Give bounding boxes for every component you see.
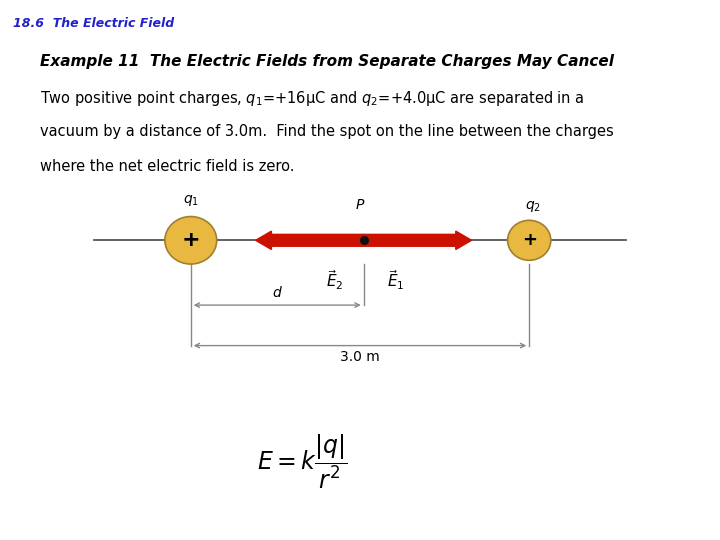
Text: Example 11  The Electric Fields from Separate Charges May Cancel: Example 11 The Electric Fields from Sepa… [40, 54, 613, 69]
Text: 3.0 m: 3.0 m [340, 350, 380, 364]
Text: +: + [181, 230, 200, 251]
FancyArrow shape [364, 231, 472, 249]
Text: $E = k\dfrac{|q|}{r^2}$: $E = k\dfrac{|q|}{r^2}$ [257, 433, 348, 491]
FancyArrow shape [256, 231, 364, 249]
Ellipse shape [508, 220, 551, 260]
Text: +: + [522, 231, 536, 249]
Text: $q_2$: $q_2$ [525, 199, 541, 214]
Text: $\vec{E}_2$: $\vec{E}_2$ [326, 268, 343, 292]
Text: vacuum by a distance of 3.0m.  Find the spot on the line between the charges: vacuum by a distance of 3.0m. Find the s… [40, 124, 613, 139]
Ellipse shape [165, 217, 217, 264]
Text: 18.6  The Electric Field: 18.6 The Electric Field [13, 17, 174, 30]
Text: where the net electric field is zero.: where the net electric field is zero. [40, 159, 294, 174]
Text: $d$: $d$ [271, 285, 283, 300]
Text: Two positive point charges, $q_1$=+16μC and $q_2$=+4.0μC are separated in a: Two positive point charges, $q_1$=+16μC … [40, 89, 584, 108]
Text: $q_1$: $q_1$ [183, 193, 199, 208]
Text: $\vec{E}_1$: $\vec{E}_1$ [387, 268, 405, 292]
Text: $P$: $P$ [355, 198, 365, 212]
